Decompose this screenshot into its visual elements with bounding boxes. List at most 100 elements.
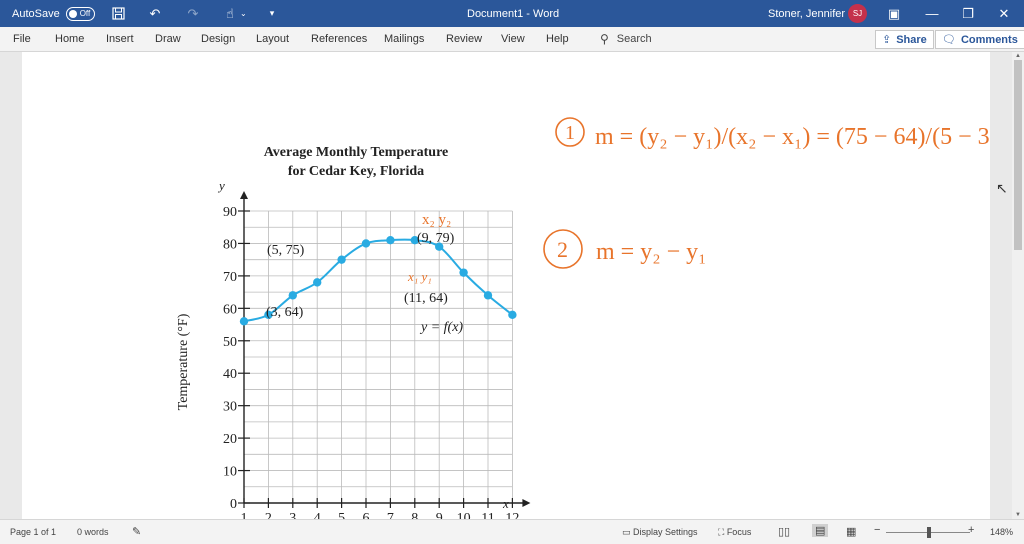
data-point (337, 255, 346, 264)
search-box[interactable]: ⚲ Search (600, 32, 652, 46)
ink-number-1: 1 (565, 122, 575, 144)
data-point (483, 291, 493, 300)
tab-mailings[interactable]: Mailings (384, 33, 425, 45)
data-point (361, 239, 371, 248)
zoom-in-icon[interactable]: + (968, 524, 975, 536)
x-tick-label: 1 (241, 511, 248, 519)
x-tick-label: 3 (289, 511, 296, 519)
ink-equation-2: m = y₂ − y₁ (596, 239, 706, 265)
tab-references[interactable]: References (311, 33, 368, 45)
tab-insert[interactable]: Insert (106, 33, 134, 45)
y-tick-label: 10 (223, 465, 237, 480)
scrollbar-thumb[interactable] (1014, 60, 1022, 250)
ink-equation-1: m = (y₂ − y₁)/(x₂ − x₁) = (75 − 64)/(5 −… (595, 124, 990, 150)
save-icon[interactable] (108, 4, 128, 24)
tab-help[interactable]: Help (546, 33, 569, 45)
x-tick-label: 2 (265, 511, 272, 519)
page-content-svg: Average Monthly Temperature for Cedar Ke… (176, 117, 1012, 519)
user-name[interactable]: Stoner, Jennifer L (768, 7, 855, 20)
zoom-level[interactable]: 148% (990, 527, 1014, 537)
y-tick-label: 50 (223, 335, 237, 350)
comments-label: Comments (960, 33, 1018, 46)
display-settings-button[interactable]: ▭ Display Settings (622, 527, 698, 538)
document-page[interactable]: Average Monthly Temperature for Cedar Ke… (22, 52, 1012, 519)
display-settings-label: Display Settings (633, 527, 698, 537)
y-tick-label: 30 (223, 400, 237, 415)
minimize-icon[interactable]: — (925, 6, 939, 21)
autosave-label: AutoSave (12, 7, 60, 20)
x-tick-label: 10 (457, 511, 471, 519)
x-tick-label: 11 (481, 511, 494, 519)
tab-layout[interactable]: Layout (256, 33, 290, 45)
monitor-icon: ▭ (622, 527, 634, 537)
chart-title: Average Monthly Temperature (264, 145, 449, 160)
read-mode-icon[interactable]: ▯▯ (778, 526, 791, 538)
autosave[interactable]: AutoSave Off (12, 0, 96, 27)
customize-toolbar-icon[interactable]: ▾ (269, 8, 275, 18)
chart-axes (240, 191, 531, 507)
y-axis-arrow (240, 191, 248, 199)
data-point (435, 242, 444, 251)
function-label: y = f(x) (419, 320, 463, 335)
zoom-out-icon[interactable]: − (874, 524, 881, 536)
touch-mode-icon[interactable]: ☝ (226, 5, 234, 21)
annotation-5-75: (5, 75) (267, 243, 305, 258)
web-layout-icon[interactable]: ▦ (846, 526, 857, 538)
print-layout-icon[interactable]: ▤ (812, 524, 829, 537)
y-tick-label: 40 (223, 367, 237, 382)
avatar[interactable]: SJ (848, 4, 867, 23)
vertical-scrollbar[interactable]: ▲ ▼ (1012, 52, 1024, 519)
word-count[interactable]: 0 words (77, 527, 109, 537)
comment-icon: 🗨 (942, 34, 956, 46)
focus-icon: ⛶ (718, 527, 727, 537)
ribbon-tabs: File Home Insert Draw Design Layout Refe… (0, 27, 1024, 52)
ink-annotations: x₂ y₂ x₁ y₁ 1 m = (y₂ − y₁)/(x₂ − x₁) = … (407, 117, 1012, 284)
x-axis-letter: x (502, 496, 509, 511)
data-point (288, 291, 297, 300)
tab-design[interactable]: Design (201, 33, 236, 45)
tab-view[interactable]: View (501, 33, 525, 45)
x-tick-label: 8 (411, 511, 418, 519)
data-point (313, 278, 322, 287)
autosave-state: Off (79, 9, 91, 18)
x-tick-label: 6 (363, 511, 370, 519)
y-axis-label: Temperature (°F) (176, 313, 191, 410)
search-label: Search (616, 33, 652, 45)
x-tick-label: 5 (338, 511, 345, 519)
focus-button[interactable]: ⛶ Focus (718, 527, 751, 538)
ribbon-display-icon[interactable]: ▣ (887, 5, 901, 21)
autosave-toggle[interactable]: Off (65, 6, 96, 21)
page-count[interactable]: Page 1 of 1 (10, 527, 57, 537)
y-tick-label: 90 (223, 205, 237, 220)
scroll-down-icon[interactable]: ▼ (1015, 512, 1021, 518)
proofing-icon[interactable]: ✎ (132, 526, 142, 538)
restore-icon[interactable]: ❐ (962, 5, 974, 21)
comments-button[interactable]: 🗨 Comments (935, 30, 1024, 49)
annotation-3-64: (3, 64) (266, 305, 304, 320)
close-icon[interactable]: ✕ (998, 5, 1010, 21)
x-tick-label: 9 (436, 511, 443, 519)
annotation-9-79: (9, 79) (417, 231, 455, 246)
undo-icon[interactable]: ↶ (149, 5, 161, 21)
share-button[interactable]: ⇪ Share (875, 30, 934, 49)
redo-icon[interactable]: ↷ (187, 5, 199, 21)
tab-draw[interactable]: Draw (155, 33, 181, 45)
annotation-11-64: (11, 64) (404, 291, 448, 306)
scroll-up-icon[interactable]: ▲ (1015, 53, 1021, 59)
ink-circle-2 (543, 229, 583, 269)
document-canvas[interactable]: Average Monthly Temperature for Cedar Ke… (0, 52, 1012, 519)
tab-home[interactable]: Home (55, 33, 85, 45)
touch-mode-dropdown-icon[interactable]: ⌄ (240, 9, 247, 18)
ink-number-2: 2 (557, 237, 568, 262)
y-tick-label: 60 (223, 302, 237, 317)
tab-review[interactable]: Review (446, 33, 483, 45)
document-title: Document1 - Word (467, 7, 560, 20)
tab-file[interactable]: File (13, 33, 31, 45)
y-tick-label: 70 (223, 270, 237, 285)
search-icon: ⚲ (600, 32, 609, 46)
toggle-knob (68, 9, 77, 18)
zoom-slider-thumb[interactable] (927, 527, 931, 538)
y-axis-letter: y (217, 178, 225, 193)
